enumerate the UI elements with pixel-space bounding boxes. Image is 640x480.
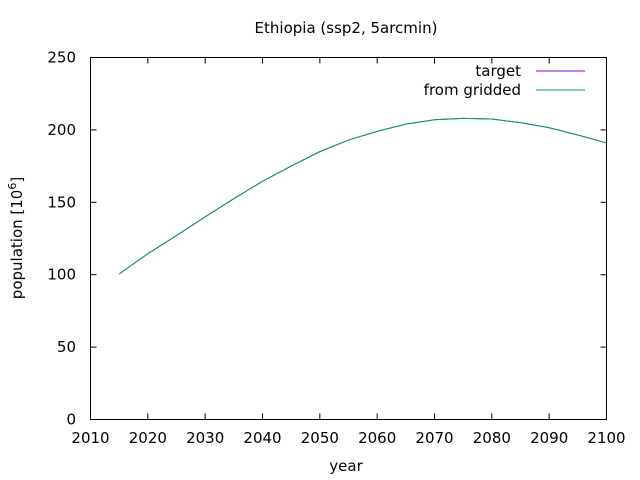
x-tick-label-2090: 2090 — [530, 429, 568, 447]
y-tick-label-100: 100 — [47, 266, 76, 284]
y-axis-label: population [106] — [6, 177, 26, 299]
plot-frame — [90, 57, 607, 420]
y-tick-label-250: 250 — [47, 49, 76, 67]
chart-title: Ethiopia (ssp2, 5arcmin) — [255, 19, 438, 37]
series-line-from-gridded — [118, 117, 607, 275]
x-tick-labels: 2010 2020 2030 2040 2050 2060 2070 2080 2090 2100 — [71, 429, 625, 447]
x-tick-label-2030: 2030 — [186, 429, 224, 447]
y-axis-label-main: population [10 — [8, 190, 26, 300]
legend: target from gridded — [424, 62, 585, 99]
y-tick-label-50: 50 — [57, 338, 76, 356]
x-axis-label: year — [329, 457, 363, 475]
x-tick-label-2050: 2050 — [301, 429, 339, 447]
y-axis-label-exponent: 6 — [6, 183, 19, 190]
x-tick-label-2010: 2010 — [71, 429, 109, 447]
x-tick-label-2040: 2040 — [243, 429, 281, 447]
series-lines — [118, 117, 607, 275]
y-tick-label-0: 0 — [66, 411, 76, 429]
y-tick-label-200: 200 — [47, 121, 76, 139]
series-line-target — [118, 117, 607, 275]
x-tick-label-2070: 2070 — [415, 429, 453, 447]
y-tick-labels: 0 50 100 150 200 250 — [47, 49, 76, 429]
y-tick-label-150: 150 — [47, 193, 76, 211]
axis-ticks — [90, 57, 607, 420]
x-tick-label-2060: 2060 — [358, 429, 396, 447]
y-axis-label-close: ] — [8, 177, 26, 183]
x-tick-label-2100: 2100 — [587, 429, 625, 447]
legend-label-target: target — [475, 62, 521, 80]
legend-label-from-gridded: from gridded — [424, 81, 521, 99]
x-tick-label-2020: 2020 — [129, 429, 167, 447]
x-tick-label-2080: 2080 — [473, 429, 511, 447]
